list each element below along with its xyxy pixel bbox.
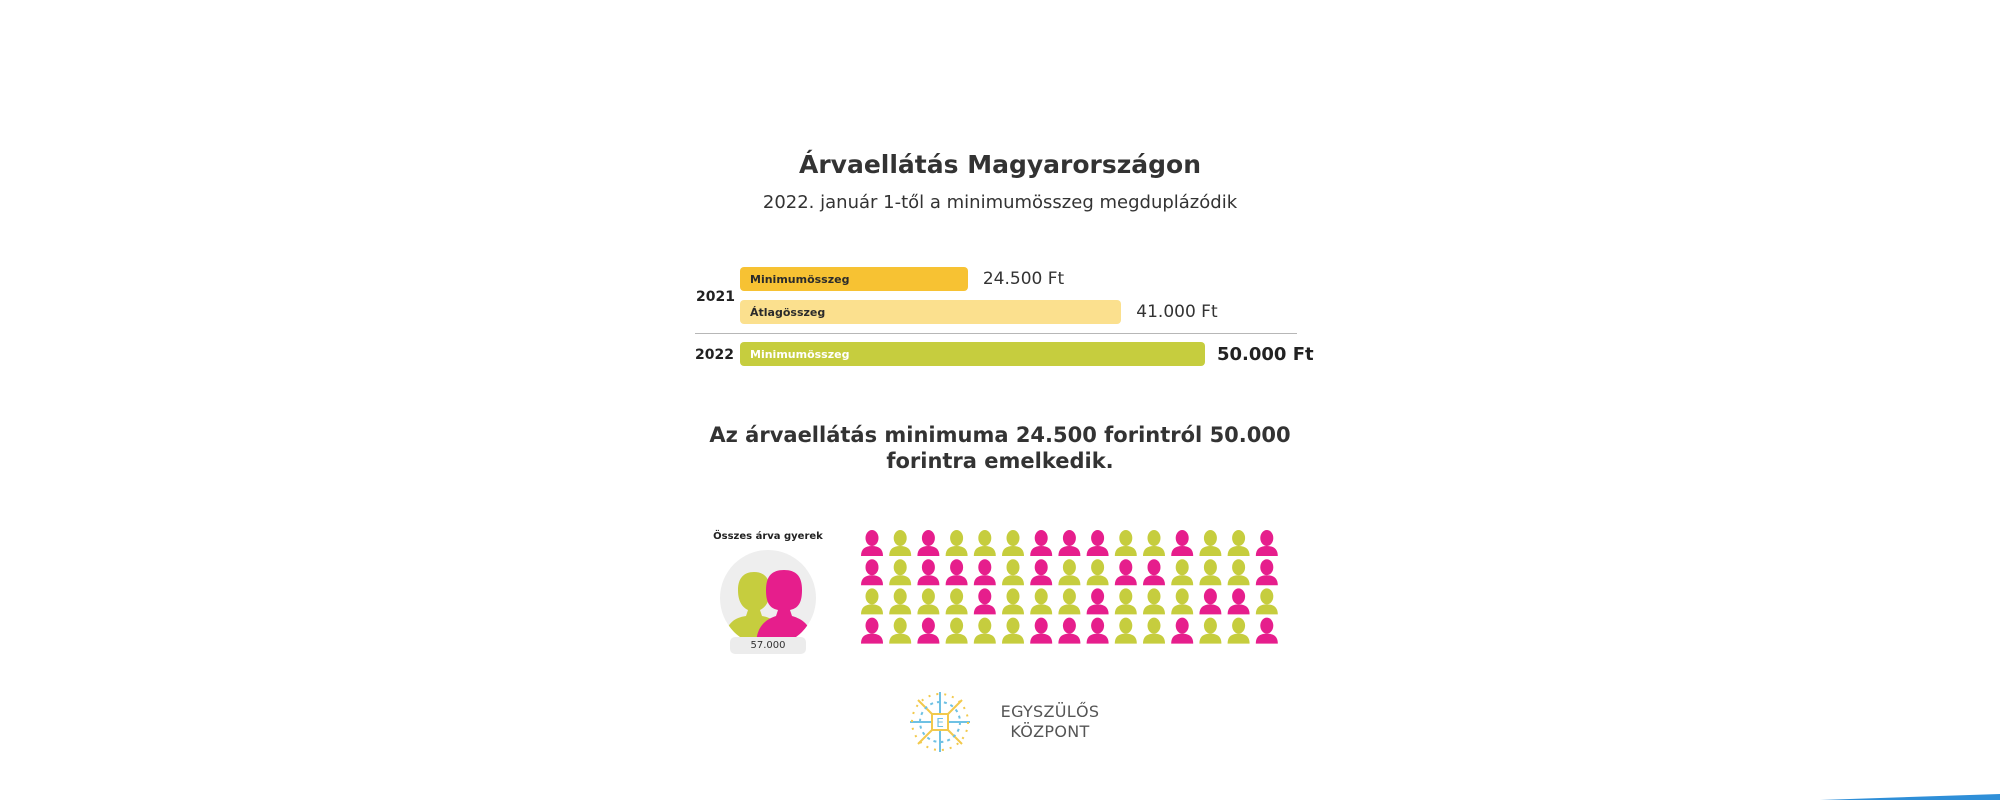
brand-line-1: EGYSZÜLŐS [1000, 702, 1100, 721]
person-icon [1227, 559, 1250, 586]
bar-2022-minimum: Minimumösszeg [740, 342, 1205, 366]
brand-name: EGYSZÜLŐS KÖZPONT [990, 702, 1110, 742]
bar-2021-minimum: Minimumösszeg [740, 267, 968, 291]
person-icon [1114, 617, 1137, 644]
page-title: Árvaellátás Magyarországon [798, 150, 1202, 179]
person-icon [1086, 559, 1109, 586]
person-icon [1255, 530, 1278, 556]
person-icon [1086, 617, 1109, 644]
bar-value-2021-minimum: 24.500 Ft [982, 269, 1065, 289]
person-icon [1058, 559, 1081, 586]
person-icon [945, 617, 968, 644]
orphans-avatar-icon [720, 550, 816, 646]
person-icon [889, 617, 912, 644]
person-icon [917, 588, 940, 615]
person-icon [1199, 617, 1222, 644]
person-icon [1143, 559, 1165, 586]
bar-value-2021-average: 41.000 Ft [1136, 302, 1218, 322]
person-icon [1143, 588, 1165, 615]
bar-2021-average: Átlagösszeg [740, 300, 1122, 324]
year-label-2022: 2022 [695, 347, 734, 363]
person-icon [1086, 588, 1109, 615]
person-icon [889, 588, 912, 615]
person-icon [917, 617, 940, 644]
person-icon [1058, 530, 1081, 556]
brand-line-2: KÖZPONT [1010, 722, 1090, 741]
person-icon [1114, 530, 1137, 556]
person-icon [917, 530, 940, 556]
corner-accent [1820, 794, 2000, 800]
bar-label: Átlagösszeg [750, 305, 826, 319]
person-icon [1227, 530, 1250, 556]
person-icon [861, 588, 883, 615]
person-icon [1030, 530, 1053, 556]
person-icon [1114, 588, 1137, 615]
person-icon [1171, 588, 1194, 615]
person-icon [973, 588, 996, 615]
orphans-total-label: Összes árva gyerek [713, 531, 823, 542]
person-icon [861, 530, 883, 556]
people-icon-grid [861, 530, 1278, 644]
bar-label: Minimumösszeg [750, 272, 850, 286]
person-icon [973, 617, 996, 644]
person-icon [945, 588, 968, 615]
person-icon [1058, 588, 1081, 615]
person-icon [1227, 588, 1250, 615]
svg-text:E: E [936, 716, 944, 730]
person-icon [1143, 617, 1165, 644]
person-icon [1255, 559, 1278, 586]
page-subtitle: 2022. január 1-től a minimumösszeg megdu… [762, 192, 1238, 213]
person-icon [1199, 588, 1222, 615]
person-icon [1030, 588, 1053, 615]
orphans-total-count: 57.000 [730, 637, 806, 654]
person-icon [917, 559, 940, 586]
person-icon [1171, 559, 1194, 586]
person-icon [1002, 588, 1024, 615]
person-icon [945, 530, 968, 556]
person-icon [1058, 617, 1081, 644]
person-icon [1086, 530, 1109, 556]
person-icon [1199, 559, 1222, 586]
person-icon [889, 559, 912, 586]
person-icon [1114, 559, 1137, 586]
person-icon [1227, 617, 1250, 644]
year-divider [695, 333, 1297, 334]
person-icon [1171, 617, 1194, 644]
person-icon [973, 559, 996, 586]
person-icon [889, 530, 912, 556]
person-icon [1030, 559, 1053, 586]
bar-value-2022-minimum: 50.000 Ft [1217, 344, 1314, 365]
person-icon [1002, 559, 1024, 586]
person-icon [1030, 617, 1053, 644]
person-icon [1002, 617, 1024, 644]
person-icon [1255, 588, 1278, 615]
snowflake-logo-icon: E [910, 692, 970, 752]
person-icon [1255, 617, 1278, 644]
person-icon [1199, 530, 1222, 556]
person-icon [1002, 530, 1024, 556]
person-icon [861, 559, 883, 586]
person-icon [973, 530, 996, 556]
person-icon [861, 617, 883, 644]
person-icon [945, 559, 968, 586]
headline-statement: Az árvaellátás minimuma 24.500 forintról… [709, 423, 1291, 473]
bar-label: Minimumösszeg [750, 347, 850, 361]
person-icon [1171, 530, 1194, 556]
year-label-2021: 2021 [696, 289, 735, 305]
person-icon [1143, 530, 1165, 556]
